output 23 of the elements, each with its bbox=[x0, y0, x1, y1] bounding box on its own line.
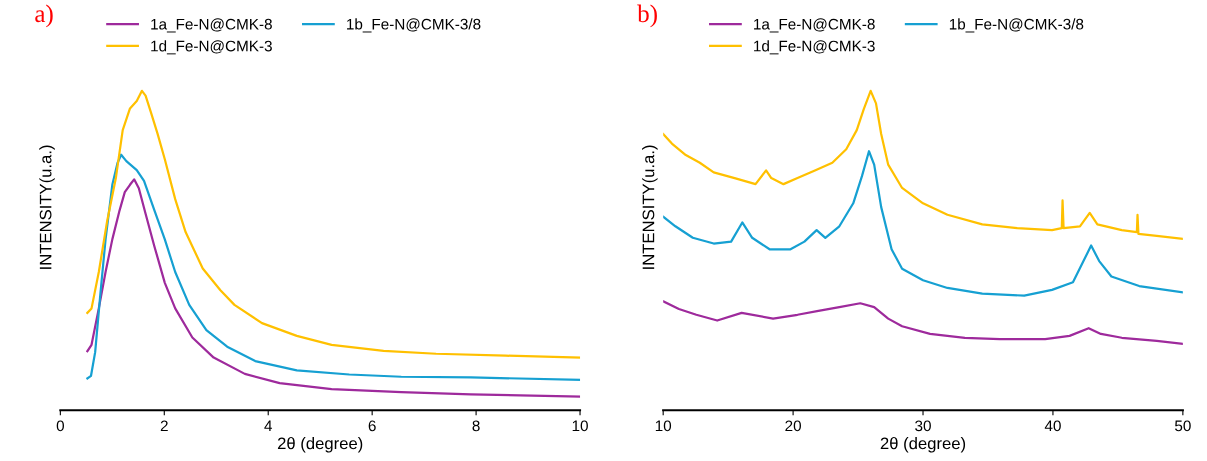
legend-label: 1a_Fe-N@CMK-8 bbox=[151, 18, 272, 33]
x-axis-title: 2θ (degree) bbox=[277, 437, 363, 453]
legend-label: 1b_Fe-N@CMK-3/8 bbox=[949, 18, 1084, 33]
x-tick-label: 4 bbox=[264, 420, 273, 432]
legend-label: 1d_Fe-N@CMK-3 bbox=[754, 40, 875, 55]
x-tick-label: 20 bbox=[785, 420, 801, 432]
x-tick-label: 0 bbox=[56, 420, 64, 432]
y-axis-title: INTENSITY(u.a.) bbox=[39, 145, 55, 269]
x-tick-label: 30 bbox=[915, 420, 931, 432]
x-tick-label: 2 bbox=[160, 420, 168, 432]
legend-label: 1a_Fe-N@CMK-8 bbox=[754, 18, 875, 33]
text: b) bbox=[637, 4, 657, 28]
legend-label: 1b_Fe-N@CMK-3/8 bbox=[347, 18, 481, 33]
x-tick-label: 10 bbox=[655, 420, 672, 432]
text: a) bbox=[35, 4, 53, 28]
x-tick-label: 50 bbox=[1174, 420, 1191, 432]
x-tick-label: 6 bbox=[368, 420, 376, 432]
legend-label: 1d_Fe-N@CMK-3 bbox=[151, 40, 272, 55]
x-axis-title: 2θ (degree) bbox=[880, 437, 966, 453]
y-axis-title: INTENSITY(u.a.) bbox=[642, 145, 658, 269]
x-tick-label: 40 bbox=[1044, 420, 1061, 432]
x-tick-label: 10 bbox=[572, 420, 588, 432]
x-tick-label: 8 bbox=[472, 420, 480, 432]
